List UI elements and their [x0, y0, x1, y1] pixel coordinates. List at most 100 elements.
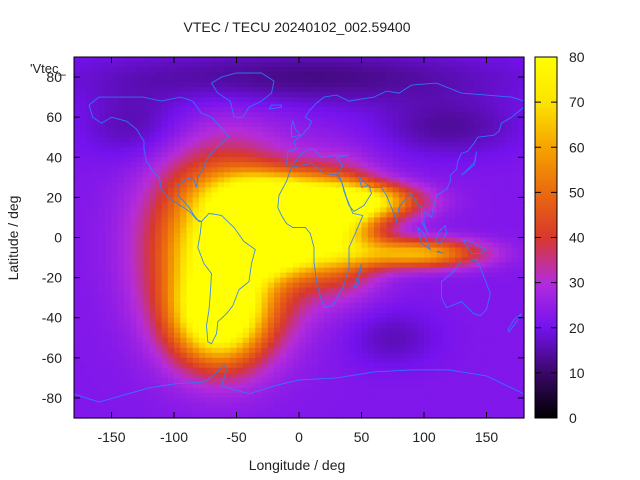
heatmap-cell [199, 207, 206, 214]
heatmap-cell [261, 292, 269, 299]
heatmap-cell [374, 102, 381, 108]
heatmap-cell [480, 102, 488, 108]
heatmap-cell [211, 277, 219, 284]
heatmap-cell [324, 342, 331, 349]
heatmap-cell [499, 127, 506, 133]
heatmap-cell [124, 102, 131, 108]
heatmap-cell [405, 67, 413, 73]
heatmap-cell [461, 392, 469, 399]
heatmap-cell [492, 97, 500, 103]
heatmap-cell [292, 367, 300, 374]
heatmap-cell [386, 332, 394, 339]
heatmap-cell [111, 327, 119, 334]
heatmap-cell [105, 327, 113, 334]
heatmap-cell [361, 317, 369, 324]
heatmap-cell [317, 152, 325, 158]
heatmap-cell [117, 147, 125, 153]
heatmap-cell [305, 227, 313, 234]
heatmap-cell [292, 147, 300, 153]
heatmap-cell [130, 67, 138, 73]
heatmap-cell [449, 192, 456, 198]
heatmap-cell [436, 157, 444, 163]
heatmap-cell [249, 157, 256, 163]
heatmap-cell [430, 362, 438, 369]
heatmap-cell [255, 162, 263, 168]
heatmap-cell [199, 237, 206, 244]
heatmap-cell [405, 287, 413, 294]
heatmap-cell [217, 372, 225, 379]
heatmap-cell [442, 282, 450, 289]
heatmap-cell [155, 362, 163, 369]
heatmap-cell [186, 72, 194, 78]
heatmap-cell [392, 252, 400, 259]
heatmap-cell [380, 57, 388, 63]
heatmap-cell [86, 357, 94, 364]
heatmap-cell [136, 292, 144, 299]
heatmap-cell [286, 82, 294, 88]
heatmap-cell [480, 147, 488, 153]
heatmap-cell [86, 182, 94, 188]
heatmap-cell [236, 402, 244, 409]
heatmap-cell [374, 172, 381, 178]
heatmap-cell [411, 172, 419, 178]
heatmap-cell [455, 217, 463, 224]
heatmap-cell [367, 242, 375, 249]
heatmap-cell [336, 187, 344, 193]
heatmap-cell [211, 272, 219, 279]
heatmap-cell [480, 222, 488, 229]
heatmap-cell [399, 72, 406, 78]
heatmap-cell [136, 277, 144, 284]
heatmap-cell [455, 182, 463, 188]
heatmap-cell [267, 267, 275, 274]
heatmap-cell [249, 142, 256, 148]
heatmap-cell [80, 187, 88, 193]
heatmap-cell [211, 392, 219, 399]
heatmap-cell [192, 252, 200, 259]
heatmap-cell [324, 67, 331, 73]
heatmap-cell [324, 87, 331, 93]
heatmap-cell [86, 252, 94, 259]
heatmap-cell [380, 192, 388, 198]
heatmap-cell [455, 267, 463, 274]
heatmap-cell [199, 247, 206, 254]
heatmap-cell [199, 72, 206, 78]
heatmap-cell [192, 282, 200, 289]
heatmap-cell [86, 317, 94, 324]
heatmap-cell [386, 152, 394, 158]
heatmap-cell [517, 142, 525, 148]
heatmap-cell [380, 337, 388, 344]
heatmap-cell [342, 352, 350, 359]
heatmap-cell [249, 147, 256, 153]
heatmap-cell [517, 302, 525, 309]
heatmap-cell [130, 302, 138, 309]
heatmap-cell [211, 397, 219, 404]
heatmap-cell [286, 302, 294, 309]
heatmap-cell [486, 382, 494, 389]
heatmap-cell [174, 217, 181, 224]
heatmap-cell [505, 207, 513, 214]
heatmap-cell [311, 152, 319, 158]
heatmap-cell [342, 317, 350, 324]
heatmap-cell [399, 257, 406, 264]
heatmap-cell [436, 237, 444, 244]
heatmap-cell [317, 92, 325, 98]
heatmap-cell [417, 287, 425, 294]
heatmap-cell [242, 392, 250, 399]
heatmap-cell [242, 147, 250, 153]
heatmap-cell [305, 237, 313, 244]
heatmap-cell [99, 112, 106, 118]
heatmap-cell [224, 352, 231, 359]
heatmap-cell [411, 212, 419, 219]
heatmap-cell [186, 272, 194, 279]
heatmap-cell [149, 377, 156, 384]
heatmap-cell [386, 157, 394, 163]
heatmap-cell [392, 157, 400, 163]
heatmap-cell [192, 77, 200, 83]
heatmap-cell [167, 377, 175, 384]
heatmap-cell [392, 127, 400, 133]
heatmap-cell [192, 287, 200, 294]
heatmap-cell [236, 202, 244, 209]
heatmap-cell [280, 322, 288, 329]
heatmap-cell [330, 392, 338, 399]
heatmap-cell [286, 172, 294, 178]
